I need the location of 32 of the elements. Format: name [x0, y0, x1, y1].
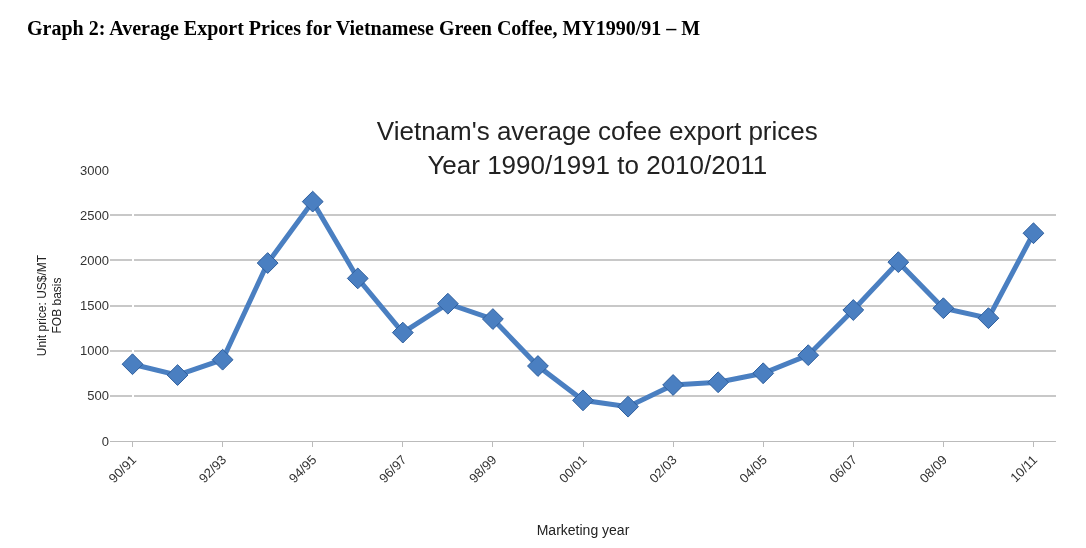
point: [121, 353, 144, 376]
point: [346, 267, 369, 290]
point: [166, 364, 189, 386]
y-axis-title: Unit price: US$/MT FOB basis: [34, 254, 65, 357]
chart-title: Vietnam's average cofee export prices Year 1990/1991 to 2010/2011: [376, 116, 818, 180]
y-tick-label: 3000: [80, 162, 109, 178]
point: [211, 348, 234, 371]
point: [707, 371, 730, 394]
point: [256, 252, 279, 274]
point: [932, 297, 955, 320]
y-tick-label: 1000: [80, 343, 109, 359]
y-tick-label: 500: [87, 388, 109, 404]
point: [391, 321, 414, 344]
point: [797, 344, 820, 367]
point: [662, 374, 684, 396]
caption: Graph 2: Average Export Prices for Vietnamese Green Coffee, MY1990/91 – M: [27, 17, 701, 40]
point: [1022, 222, 1045, 245]
point: [842, 299, 865, 321]
y-tick-label: 2500: [80, 207, 109, 223]
point: [301, 190, 324, 213]
point: [482, 308, 504, 330]
point: [752, 362, 775, 385]
point: [977, 307, 1000, 330]
y-tick-label: 2000: [80, 252, 109, 268]
point: [436, 292, 459, 315]
point: [527, 355, 549, 377]
y-tick-label: 1500: [80, 298, 109, 314]
point: [617, 395, 639, 418]
y-tick-label: 0: [101, 433, 109, 449]
x-axis-title: Marketing year: [536, 522, 630, 539]
point: [572, 389, 594, 412]
point: [887, 251, 910, 274]
